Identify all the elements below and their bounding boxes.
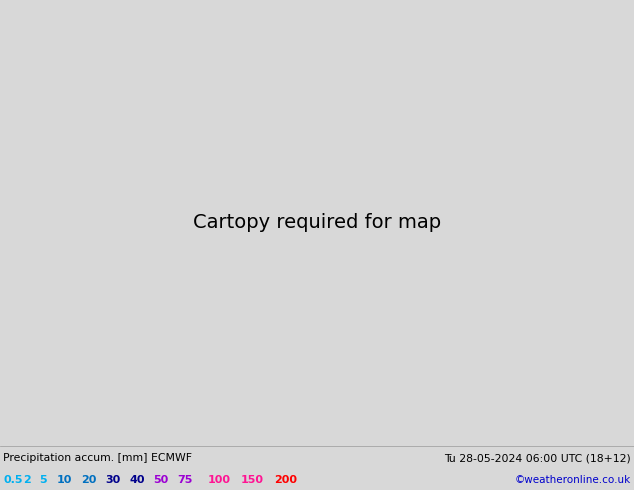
Text: Cartopy required for map: Cartopy required for map	[193, 214, 441, 232]
Text: 200: 200	[274, 475, 297, 485]
Text: 30: 30	[105, 475, 120, 485]
Text: Precipitation accum. [mm] ECMWF: Precipitation accum. [mm] ECMWF	[3, 453, 192, 463]
Text: 50: 50	[153, 475, 169, 485]
Text: 40: 40	[129, 475, 145, 485]
Text: 10: 10	[57, 475, 72, 485]
Text: Tu 28-05-2024 06:00 UTC (18+12): Tu 28-05-2024 06:00 UTC (18+12)	[444, 453, 631, 463]
Text: 0.5: 0.5	[3, 475, 23, 485]
Text: 5: 5	[39, 475, 47, 485]
Text: 20: 20	[81, 475, 96, 485]
Text: 100: 100	[208, 475, 231, 485]
Text: 75: 75	[178, 475, 193, 485]
Text: ©weatheronline.co.uk: ©weatheronline.co.uk	[515, 475, 631, 485]
Text: 2: 2	[23, 475, 31, 485]
Text: 150: 150	[241, 475, 264, 485]
